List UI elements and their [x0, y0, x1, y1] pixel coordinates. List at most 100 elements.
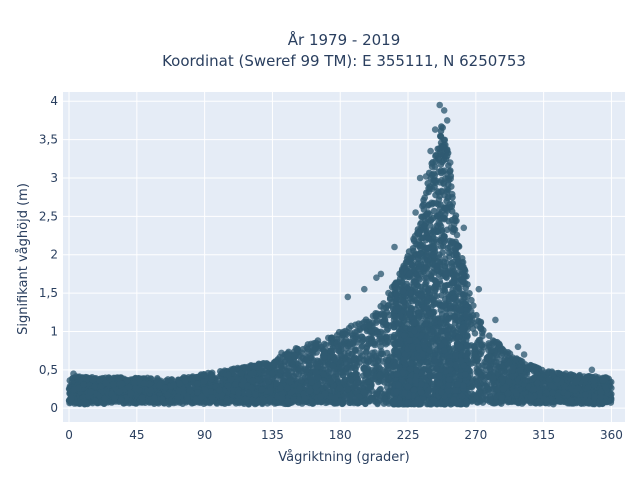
data-point — [83, 375, 91, 383]
data-point — [131, 379, 138, 387]
data-point — [475, 317, 482, 325]
data-point — [304, 354, 311, 362]
data-point — [267, 395, 274, 403]
data-point — [362, 376, 369, 383]
data-point — [344, 386, 351, 393]
data-point — [352, 381, 360, 389]
data-point — [494, 386, 502, 393]
data-point — [363, 357, 370, 364]
data-point — [328, 334, 336, 342]
data-point — [355, 320, 362, 328]
data-point — [498, 368, 505, 375]
data-point — [207, 388, 214, 395]
data-point — [328, 347, 335, 355]
data-point — [92, 398, 99, 405]
data-point — [372, 312, 379, 320]
data-point — [314, 398, 321, 406]
data-point — [97, 382, 105, 390]
data-point — [337, 369, 344, 376]
data-point — [328, 387, 336, 394]
data-point — [343, 328, 351, 336]
data-point — [503, 366, 511, 374]
data-point — [247, 370, 255, 378]
data-point — [475, 388, 483, 396]
data-point — [360, 365, 368, 373]
data-point — [521, 371, 529, 379]
data-point — [297, 357, 305, 365]
data-point — [328, 340, 335, 348]
data-point — [506, 350, 514, 357]
data-point — [475, 362, 483, 370]
data-point — [312, 383, 320, 391]
data-point — [233, 398, 241, 405]
data-point — [491, 365, 499, 372]
data-point — [224, 382, 232, 389]
data-point — [337, 398, 344, 406]
data-point — [354, 376, 362, 384]
data-point — [359, 381, 367, 389]
data-point — [197, 371, 205, 378]
data-point — [194, 380, 201, 388]
data-point — [378, 337, 385, 345]
data-point — [68, 394, 75, 402]
data-point — [235, 389, 242, 397]
data-point — [218, 399, 226, 407]
data-point — [232, 381, 239, 388]
data-point — [194, 389, 201, 396]
data-point — [584, 384, 592, 391]
data-point — [290, 396, 297, 403]
data-point — [331, 356, 339, 363]
data-point — [359, 352, 366, 360]
data-point — [531, 374, 538, 382]
data-points — [65, 101, 615, 408]
data-point — [248, 384, 256, 392]
data-point — [320, 371, 327, 378]
data-point — [287, 377, 294, 385]
data-point — [331, 394, 339, 402]
data-point — [296, 385, 304, 392]
data-point — [365, 338, 373, 345]
data-point — [453, 231, 461, 239]
data-point — [599, 377, 607, 384]
data-point — [282, 372, 290, 379]
data-point — [550, 400, 557, 408]
data-point — [273, 380, 281, 387]
data-point — [489, 355, 496, 363]
data-point — [384, 338, 391, 345]
data-point — [499, 375, 507, 383]
data-point — [384, 302, 392, 310]
data-point — [378, 310, 385, 318]
data-point — [538, 366, 546, 374]
data-point — [384, 362, 391, 370]
data-point — [356, 359, 364, 366]
data-point — [485, 332, 493, 340]
data-point — [379, 358, 387, 365]
data-point — [376, 371, 384, 379]
data-point — [473, 311, 480, 319]
data-point — [512, 356, 520, 363]
data-point — [383, 308, 391, 316]
data-point — [471, 343, 478, 350]
data-point — [156, 381, 163, 389]
data-point — [342, 368, 350, 376]
data-point — [372, 398, 380, 405]
data-point — [504, 390, 512, 397]
data-point — [367, 383, 375, 391]
data-point — [192, 396, 200, 404]
chart-title: År 1979 - 2019 — [288, 30, 401, 49]
data-point — [362, 400, 369, 408]
data-point — [312, 369, 320, 376]
data-point — [378, 318, 386, 325]
data-point — [200, 400, 208, 408]
data-point — [197, 393, 205, 401]
data-point — [581, 375, 589, 383]
data-point — [477, 325, 485, 333]
data-point — [469, 397, 477, 404]
data-point — [350, 356, 358, 363]
data-point — [270, 361, 278, 368]
data-point — [483, 380, 490, 388]
data-point — [479, 395, 487, 402]
data-point — [325, 368, 332, 376]
data-point — [487, 346, 495, 354]
data-point — [132, 384, 139, 392]
